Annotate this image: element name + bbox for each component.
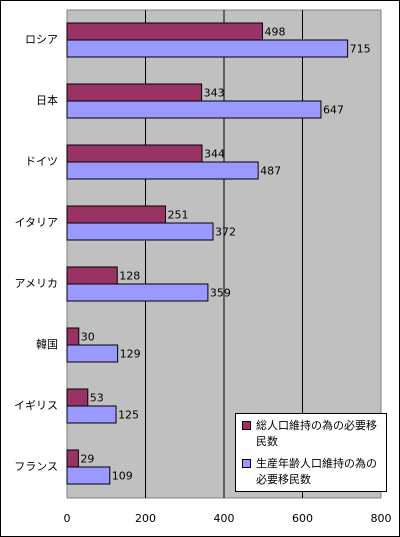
x-tick-label: 0 [64, 512, 71, 525]
category-label: フランス [14, 460, 58, 473]
bar-series-2 [66, 344, 119, 363]
x-tick-label: 200 [135, 512, 156, 525]
bar-series-1 [66, 205, 167, 224]
data-label: 129 [120, 348, 141, 361]
data-label: 344 [204, 148, 225, 161]
bar-series-2 [66, 39, 349, 58]
legend-label-series-1: 総人口維持の為の必要移民数 [256, 419, 377, 448]
data-label: 30 [81, 331, 95, 344]
legend: 総人口維持の為の必要移民数 生産年齢人口維持の為の必要移民数 [235, 413, 387, 492]
data-label: 647 [323, 104, 344, 117]
bar-series-1 [66, 388, 89, 407]
data-label: 53 [90, 392, 104, 405]
x-tick-label: 600 [292, 512, 313, 525]
bars [66, 22, 349, 485]
x-tick-label: 400 [214, 512, 235, 525]
legend-swatch-series-2 [242, 459, 251, 468]
bar-series-2 [66, 283, 209, 302]
x-tick-label: 800 [371, 512, 392, 525]
bar-series-1 [66, 22, 263, 41]
bar-series-1 [66, 266, 118, 285]
bar-series-2 [66, 161, 259, 180]
bar-series-1 [66, 449, 79, 468]
legend-swatch-series-1 [242, 421, 251, 430]
category-label: 日本 [36, 93, 58, 107]
data-label: 128 [119, 270, 140, 283]
data-label: 125 [118, 409, 139, 422]
data-label: 251 [168, 209, 189, 222]
bar-series-1 [66, 144, 203, 163]
category-label: イギリス [14, 399, 58, 412]
data-label: 498 [264, 26, 285, 39]
data-label: 487 [260, 165, 281, 178]
legend-item-series-1: 総人口維持の為の必要移民数 [242, 418, 384, 450]
bar-series-2 [66, 405, 117, 424]
legend-label-series-2: 生産年齢人口維持の為の必要移民数 [256, 457, 377, 486]
bar-series-2 [66, 222, 214, 241]
bar-series-2 [66, 466, 111, 485]
data-label: 372 [215, 226, 236, 239]
category-label: 韓国 [36, 338, 58, 351]
category-label: イタリア [14, 216, 58, 229]
data-label: 109 [112, 470, 133, 483]
data-label: 343 [204, 87, 225, 100]
bar-series-1 [66, 83, 203, 102]
data-label: 359 [210, 287, 231, 300]
category-label: ロシア [25, 33, 58, 46]
bar-series-1 [66, 327, 80, 346]
category-label: ドイツ [25, 155, 58, 168]
data-label: 29 [80, 453, 94, 466]
legend-item-series-2: 生産年齢人口維持の為の必要移民数 [242, 456, 384, 488]
data-label: 715 [350, 43, 371, 56]
category-label: アメリカ [15, 277, 58, 290]
bar-series-2 [66, 100, 322, 119]
labels: 0 200 400 600 800 ロシア 498 715 日本 343 647 ドイツ 344 487 イ… [14, 26, 392, 526]
